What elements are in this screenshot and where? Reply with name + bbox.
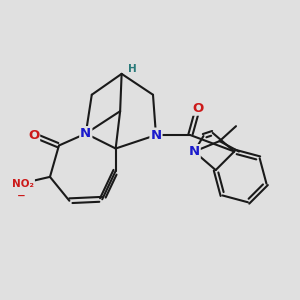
- Text: O: O: [28, 129, 39, 142]
- Text: N: N: [150, 129, 161, 142]
- Text: O: O: [192, 102, 203, 115]
- Text: NO₂: NO₂: [12, 179, 34, 189]
- Text: N: N: [189, 145, 200, 158]
- Text: N: N: [80, 127, 92, 140]
- Text: −: −: [17, 191, 26, 201]
- Text: H: H: [128, 64, 136, 74]
